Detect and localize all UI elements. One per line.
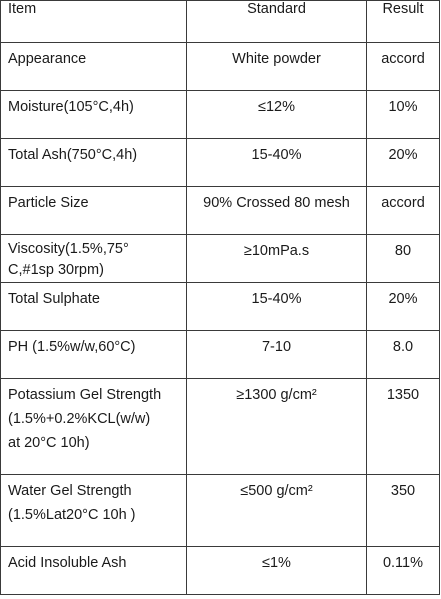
row-standard: 7-10 bbox=[186, 330, 367, 379]
row-item-line: Potassium Gel Strength bbox=[8, 387, 162, 403]
header-standard: Standard bbox=[186, 0, 367, 43]
row-item-line: C,#1sp 30rpm) bbox=[8, 262, 104, 278]
row-result: 10% bbox=[366, 90, 440, 139]
row-item: Water Gel Strength (1.5%Lat20°C 10h ) bbox=[0, 474, 187, 547]
row-result: 350 bbox=[366, 474, 440, 547]
row-item: Total Ash(750°C,4h) bbox=[0, 138, 187, 187]
row-item: Viscosity(1.5%,75° C,#1sp 30rpm) bbox=[0, 234, 187, 283]
header-result: Result bbox=[366, 0, 440, 43]
row-item: Moisture(105°C,4h) bbox=[0, 90, 187, 139]
row-standard: ≤12% bbox=[186, 90, 367, 139]
row-item-line: at 20°C 10h) bbox=[8, 435, 90, 451]
table-header-row: Item Standard Result bbox=[0, 0, 440, 43]
row-standard: ≥10mPa.s bbox=[186, 234, 367, 283]
row-result: 80 bbox=[366, 234, 440, 283]
table-row: Water Gel Strength (1.5%Lat20°C 10h ) ≤50… bbox=[0, 474, 440, 547]
row-item: Acid Insoluble Ash bbox=[0, 546, 187, 595]
row-result: 0.11% bbox=[366, 546, 440, 595]
row-standard: 90% Crossed 80 mesh bbox=[186, 186, 367, 235]
row-result: accord bbox=[366, 42, 440, 91]
row-result: 20% bbox=[366, 282, 440, 331]
row-standard: 15-40% bbox=[186, 138, 367, 187]
row-item: PH (1.5%w/w,60°C) bbox=[0, 330, 187, 379]
row-item: Particle Size bbox=[0, 186, 187, 235]
row-item: Appearance bbox=[0, 42, 187, 91]
row-result: 8.0 bbox=[366, 330, 440, 379]
row-standard: ≥1300 g/cm² bbox=[186, 378, 367, 475]
table-row: Moisture(105°C,4h) ≤12% 10% bbox=[0, 90, 440, 139]
table-row: Particle Size 90% Crossed 80 mesh accord bbox=[0, 186, 440, 235]
row-item-line: (1.5%+0.2%KCL(w/w) bbox=[8, 411, 151, 427]
row-standard: White powder bbox=[186, 42, 367, 91]
row-result: 1350 bbox=[366, 378, 440, 475]
table-row: Total Sulphate 15-40% 20% bbox=[0, 282, 440, 331]
row-item: Total Sulphate bbox=[0, 282, 187, 331]
row-item-line: Water Gel Strength bbox=[8, 483, 132, 499]
table-row: Viscosity(1.5%,75° C,#1sp 30rpm) ≥10mPa.s… bbox=[0, 234, 440, 283]
table-row: Potassium Gel Strength (1.5%+0.2%KCL(w/w)… bbox=[0, 378, 440, 475]
row-result: accord bbox=[366, 186, 440, 235]
header-item: Item bbox=[0, 0, 187, 43]
row-item-line: Viscosity(1.5%,75° bbox=[8, 241, 129, 257]
table-row: Acid Insoluble Ash ≤1% 0.11% bbox=[0, 546, 440, 595]
row-standard: 15-40% bbox=[186, 282, 367, 331]
table-row: Appearance White powder accord bbox=[0, 42, 440, 91]
table-row: Total Ash(750°C,4h) 15-40% 20% bbox=[0, 138, 440, 187]
row-item: Potassium Gel Strength (1.5%+0.2%KCL(w/w)… bbox=[0, 378, 187, 475]
table-row: PH (1.5%w/w,60°C) 7-10 8.0 bbox=[0, 330, 440, 379]
row-standard: ≤1% bbox=[186, 546, 367, 595]
row-standard: ≤500 g/cm² bbox=[186, 474, 367, 547]
row-result: 20% bbox=[366, 138, 440, 187]
row-item-line: (1.5%Lat20°C 10h ) bbox=[8, 507, 136, 523]
